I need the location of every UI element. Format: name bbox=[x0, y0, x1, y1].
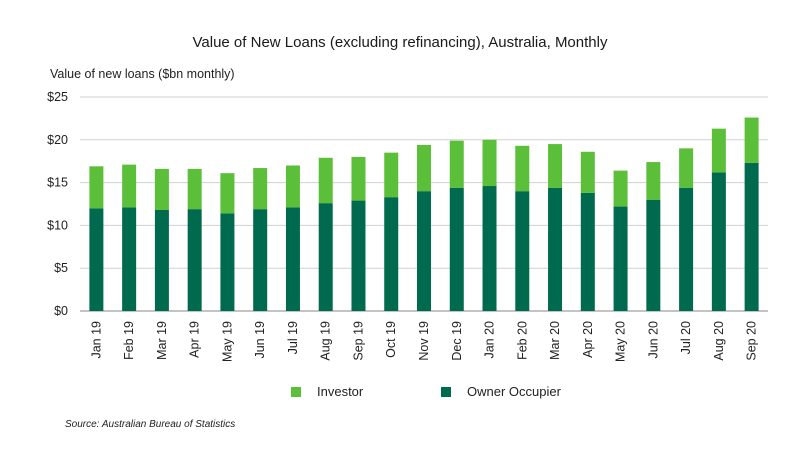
bar-investor bbox=[285, 165, 300, 208]
y-axis-label: Value of new loans ($bn monthly) bbox=[50, 67, 235, 81]
bar-owner-occupier bbox=[122, 207, 137, 311]
bar-owner-occupier bbox=[417, 191, 431, 311]
bar-investor bbox=[384, 152, 399, 198]
legend-label-investor: Investor bbox=[317, 384, 364, 399]
x-tick-label: Feb 20 bbox=[515, 321, 529, 360]
x-tick-label: Mar 20 bbox=[548, 321, 562, 360]
y-tick-label: $0 bbox=[54, 304, 68, 318]
bar-investor bbox=[711, 128, 726, 173]
bar-owner-occupier bbox=[89, 208, 104, 311]
legend-swatch-investor bbox=[291, 386, 301, 397]
chart-title: Value of New Loans (excluding refinancin… bbox=[192, 34, 608, 51]
y-tick-label: $5 bbox=[54, 261, 68, 275]
x-tick-label: Mar 19 bbox=[155, 321, 169, 360]
x-tick-label: Apr 19 bbox=[188, 321, 202, 358]
legend-swatch-owner-occupier bbox=[441, 386, 451, 397]
bar-owner-occupier bbox=[744, 162, 759, 311]
bar-owner-occupier bbox=[285, 207, 300, 311]
x-tick-label: Feb 19 bbox=[122, 321, 136, 360]
bar-owner-occupier bbox=[187, 209, 202, 311]
bar-investor bbox=[351, 156, 366, 201]
x-tick-label: May 20 bbox=[614, 321, 628, 362]
bar-investor bbox=[318, 157, 333, 204]
y-tick-layer: $0 $5 $10 $15 $20 $25 bbox=[47, 90, 68, 318]
bar-owner-occupier bbox=[679, 187, 694, 311]
bar-owner-occupier bbox=[318, 203, 333, 311]
bar-investor bbox=[679, 148, 694, 188]
x-tick-label: Jul 20 bbox=[679, 321, 693, 354]
y-tick-label: $20 bbox=[47, 133, 68, 147]
bar-investor bbox=[646, 162, 661, 200]
bar-investor bbox=[417, 144, 431, 192]
bar-investor bbox=[122, 164, 137, 208]
bar-investor bbox=[220, 173, 235, 214]
legend-label-owner-occupier: Owner Occupier bbox=[467, 384, 561, 399]
x-tick-label: Sep 20 bbox=[745, 321, 759, 361]
bar-investor bbox=[548, 144, 563, 188]
bar-owner-occupier bbox=[154, 209, 169, 311]
x-tick-label: Nov 19 bbox=[417, 321, 431, 361]
bar-investor bbox=[482, 139, 497, 187]
x-tick-label: Aug 19 bbox=[319, 321, 333, 361]
bar-investor bbox=[253, 168, 268, 210]
bar-owner-occupier bbox=[515, 191, 530, 311]
x-tick-label: Jan 20 bbox=[483, 321, 497, 359]
bar-owner-occupier bbox=[580, 192, 595, 311]
x-tick-label: Oct 19 bbox=[384, 321, 398, 358]
y-tick-label: $25 bbox=[47, 90, 68, 104]
bar-owner-occupier bbox=[220, 213, 235, 311]
bar-investor bbox=[613, 170, 628, 207]
bar-layer bbox=[89, 117, 759, 311]
x-tick-label: Jan 19 bbox=[89, 321, 103, 359]
x-tick-label: Sep 19 bbox=[351, 321, 365, 361]
x-tick-layer: Jan 19 Feb 19 Mar 19 Apr 19 May 19 Jun 19 Jul … bbox=[89, 321, 758, 362]
bar-owner-occupier bbox=[482, 186, 497, 311]
bar-investor bbox=[744, 117, 759, 163]
bar-investor bbox=[449, 140, 464, 188]
bar-investor bbox=[580, 151, 595, 193]
bar-owner-occupier bbox=[548, 187, 563, 311]
x-tick-label: Dec 19 bbox=[450, 321, 464, 361]
x-tick-label: Apr 20 bbox=[581, 321, 595, 358]
bar-investor bbox=[154, 168, 169, 210]
x-tick-label: Jun 20 bbox=[646, 321, 660, 359]
legend-item-investor: Investor bbox=[291, 384, 363, 399]
x-tick-label: Jul 19 bbox=[286, 321, 300, 354]
bar-investor bbox=[515, 145, 530, 192]
bar-investor bbox=[187, 168, 202, 210]
bar-owner-occupier bbox=[613, 206, 628, 311]
y-tick-label: $15 bbox=[47, 176, 68, 190]
source-note: Source: Australian Bureau of Statistics bbox=[65, 419, 236, 430]
bar-owner-occupier bbox=[351, 200, 366, 311]
x-tick-label: May 19 bbox=[220, 321, 234, 362]
legend-item-owner-occupier: Owner Occupier bbox=[441, 384, 561, 399]
x-tick-label: Jun 19 bbox=[253, 321, 267, 359]
bar-owner-occupier bbox=[646, 199, 661, 311]
bar-investor bbox=[89, 166, 104, 209]
bar-owner-occupier bbox=[449, 187, 464, 311]
bar-owner-occupier bbox=[253, 209, 268, 311]
x-tick-label: Aug 20 bbox=[712, 321, 726, 361]
chart-plot: $0 $5 $10 $15 $20 $25 Jan 19 Feb 19 Mar 19 Apr 1… bbox=[47, 90, 768, 362]
bar-owner-occupier bbox=[384, 197, 399, 311]
bar-owner-occupier bbox=[711, 172, 726, 311]
y-tick-label: $10 bbox=[47, 218, 68, 232]
